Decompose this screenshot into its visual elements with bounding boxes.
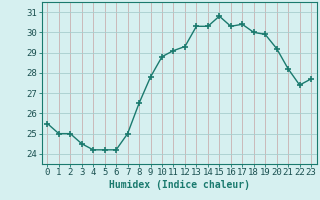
X-axis label: Humidex (Indice chaleur): Humidex (Indice chaleur): [109, 180, 250, 190]
